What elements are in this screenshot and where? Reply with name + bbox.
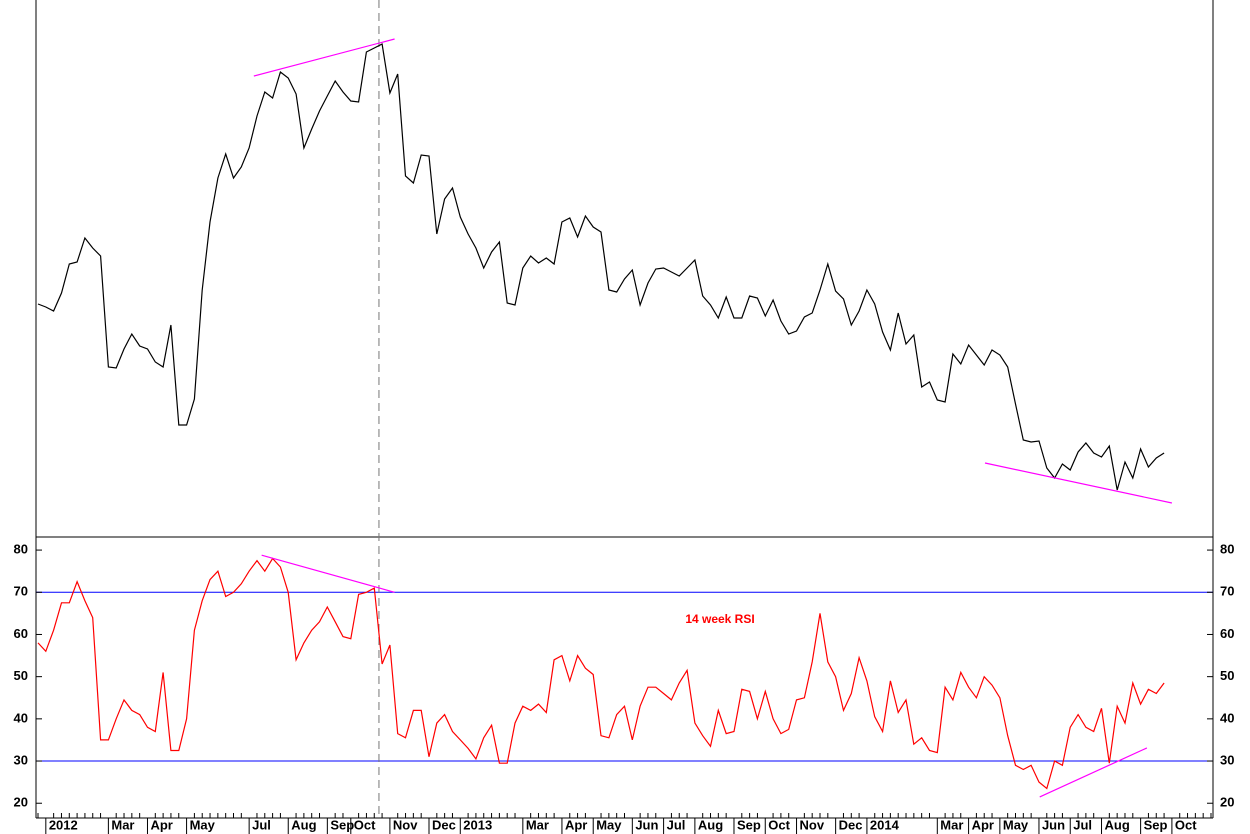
y2-tick-label: 80: [1220, 542, 1234, 557]
y-tick-label: 50: [14, 668, 28, 683]
x-tick-label: Nov: [393, 817, 418, 832]
x-tick-label: Aug: [1105, 817, 1130, 832]
x-tick-label: Jul: [1073, 817, 1092, 832]
y-tick-label: 70: [14, 584, 28, 599]
y-tick-label: 20: [14, 795, 28, 810]
x-tick-label: Mar: [111, 817, 134, 832]
y2-tick-label: 50: [1220, 668, 1234, 683]
x-tick-label: Jul: [667, 817, 686, 832]
x-tick-label: Oct: [354, 817, 376, 832]
x-tick-label: Jul: [252, 817, 271, 832]
x-tick-label: 2014: [870, 817, 900, 832]
x-tick-label: Dec: [839, 817, 863, 832]
x-tick-label: Apr: [972, 817, 994, 832]
x-tick-label: Oct: [768, 817, 790, 832]
x-tick-label: 2012: [49, 817, 78, 832]
data-line: [37, 557, 1165, 790]
trendline: [261, 554, 395, 593]
y-tick-label: 80: [14, 542, 28, 557]
trendline: [253, 38, 395, 77]
x-tick-label: Sep: [737, 817, 761, 832]
x-tick-label: Sep: [1144, 817, 1168, 832]
x-tick-label: Jun: [635, 817, 658, 832]
x-tick-label: Dec: [432, 817, 456, 832]
x-tick-label: May: [190, 817, 216, 832]
y-tick-label: 30: [14, 752, 28, 767]
trendline: [984, 462, 1173, 504]
data-line: [37, 43, 1165, 491]
x-tick-label: Mar: [526, 817, 549, 832]
y-tick-label: 40: [14, 710, 28, 725]
y2-tick-label: 30: [1220, 752, 1234, 767]
x-tick-label: Aug: [698, 817, 723, 832]
x-tick-label: Jun: [1042, 817, 1065, 832]
x-tick-label: Oct: [1175, 817, 1197, 832]
x-tick-label: Aug: [291, 817, 316, 832]
x-tick-label: Apr: [565, 817, 587, 832]
annotation: 14 week RSI: [685, 612, 754, 626]
y-tick-label: 60: [14, 626, 28, 641]
x-tick-label: Apr: [150, 817, 172, 832]
x-tick-label: Nov: [800, 817, 825, 832]
x-tick-label: Sep: [330, 817, 354, 832]
trendline: [1039, 747, 1148, 798]
x-tick-label: May: [1003, 817, 1029, 832]
y2-tick-label: 20: [1220, 795, 1234, 810]
y2-tick-label: 40: [1220, 710, 1234, 725]
x-tick-label: 2013: [463, 817, 492, 832]
y2-tick-label: 60: [1220, 626, 1234, 641]
x-tick-label: Mar: [940, 817, 963, 832]
x-tick-label: May: [596, 817, 622, 832]
y2-tick-label: 70: [1220, 584, 1234, 599]
